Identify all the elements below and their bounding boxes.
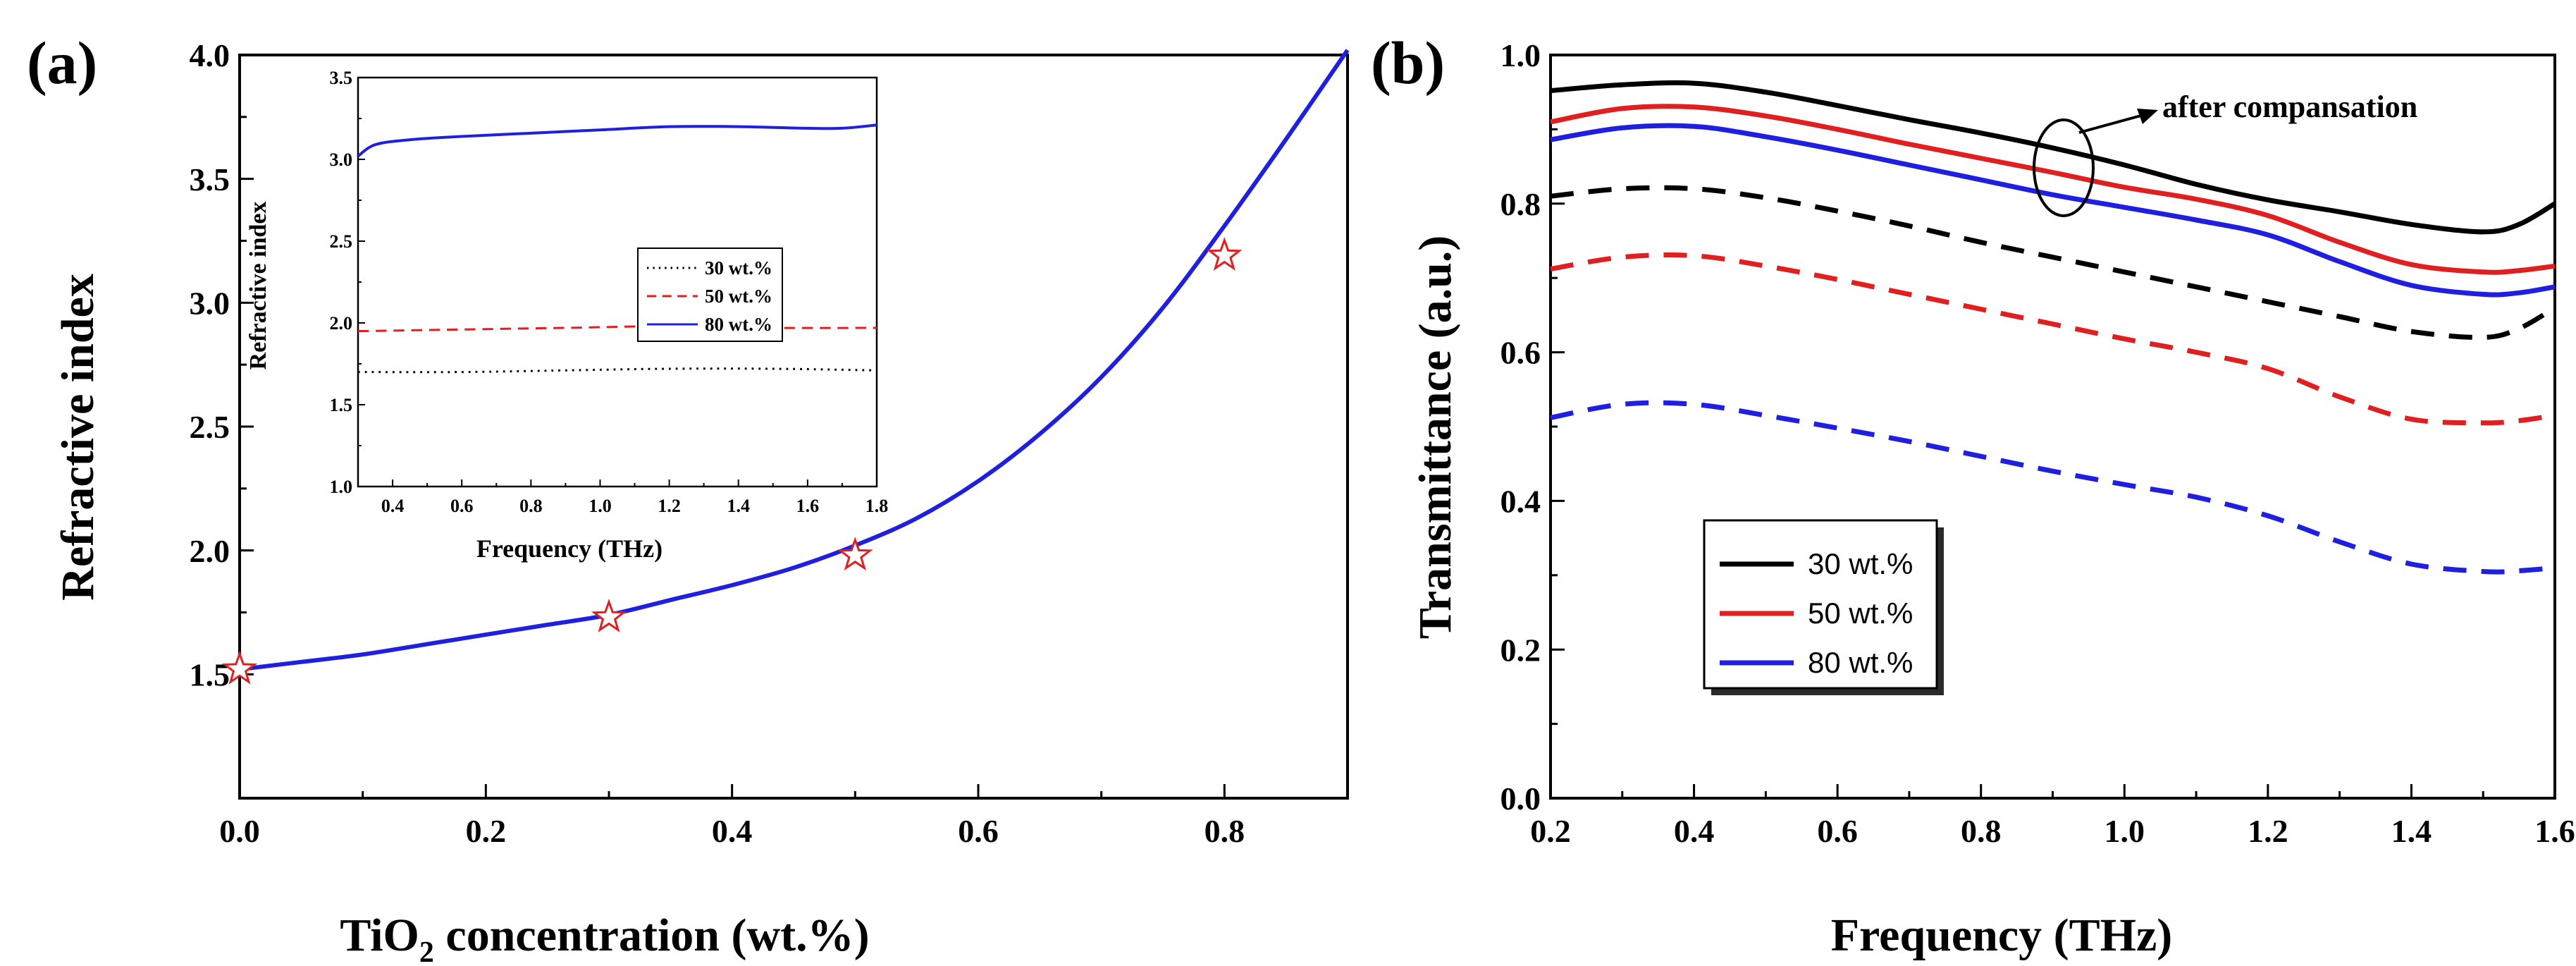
inset-x-tick-label: 0.6 — [450, 496, 474, 516]
panel-b-series-line-after — [1550, 104, 2556, 275]
panel-a-star-marker — [221, 650, 258, 685]
panel-b-y-tick-label: 0.8 — [1500, 186, 1541, 222]
inset-plot: 0.4 0.6 0.8 1.0 1.2 1.4 1.6 1.8 1.0 1.5 2.0 2.5 3.0 3… — [245, 68, 888, 563]
panel-a-x-tick-label: 0.8 — [1204, 813, 1245, 849]
panel-b-series-line-before — [1550, 185, 2556, 341]
panel-a-y-tick-label: 1.5 — [190, 656, 230, 692]
annotation-arrowhead — [2137, 109, 2158, 124]
panel-b-y-tick-label: 0.2 — [1500, 632, 1541, 668]
panel-b: (b) 0.2 0.4 0.6 0.8 1.0 1.2 1.4 1.60.00.20.40.6… — [1371, 29, 2575, 961]
panel-a-star-marker — [1207, 237, 1243, 271]
panel-a-y-tick-label: 4.0 — [190, 37, 230, 73]
annotation: after compansation — [2033, 90, 2417, 217]
panel-a-y-axis-label: Refractive index — [52, 274, 104, 601]
panel-b-x-tick-label: 0.4 — [1674, 813, 1715, 849]
inset-x-tick-label: 1.2 — [658, 496, 681, 516]
annotation-ellipse — [2033, 118, 2095, 217]
panel-b-legend-label: 50 wt.% — [1808, 597, 1913, 630]
inset-legend-label: 50 wt.% — [705, 286, 772, 307]
panel-b-series-line-before — [1550, 400, 2556, 575]
inset-y-tick-label: 3.5 — [330, 68, 353, 88]
annotation-arrow-line — [2078, 113, 2147, 134]
panel-b-label: (b) — [1371, 29, 1445, 97]
panel-b-y-tick-label: 1.0 — [1500, 37, 1541, 73]
panel-b-x-tick-label: 0.2 — [1530, 813, 1571, 849]
inset-x-tick-label: 1.8 — [865, 496, 889, 516]
inset-x-axis-label: Frequency (THz) — [476, 534, 663, 563]
inset-y-tick-label: 1.0 — [330, 477, 353, 497]
inset-y-axis-label: Refractive index — [245, 202, 271, 370]
inset-x-tick-label: 0.4 — [381, 496, 405, 516]
panel-b-legend-label: 80 wt.% — [1808, 646, 1913, 679]
inset-x-tick-label: 0.8 — [519, 496, 543, 516]
legend-box — [1703, 519, 1938, 690]
panel-b-x-tick-label: 1.0 — [2104, 813, 2145, 849]
inset-y-tick-label: 1.5 — [330, 395, 353, 415]
panel-a-star-marker — [837, 537, 873, 571]
panel-b-plot-frame — [1549, 54, 2556, 800]
panel-a-star-marker — [591, 599, 627, 632]
panel-a-y-tick-label: 3.5 — [190, 161, 230, 197]
panel-a-x-tick-label: 0.2 — [466, 813, 507, 849]
panel-b-legend: 30 wt.% 50 wt.% 80 wt.% — [1703, 519, 1944, 695]
inset-legend-label: 30 wt.% — [705, 257, 772, 279]
panel-b-x-axis-label: Frequency (THz) — [1831, 910, 2173, 961]
panel-a-x-axis-label: TiO2 concentration (wt.%) — [340, 910, 869, 966]
panel-b-x-tick-label: 1.4 — [2391, 813, 2432, 849]
panel-a-y-tick-label: 3.0 — [190, 285, 230, 321]
inset-legend-label: 80 wt.% — [705, 314, 772, 335]
panel-a-x-tick-label: 0.6 — [958, 813, 999, 849]
panel-b-series-line-after — [1550, 80, 2556, 235]
panel-b-x-tick-label: 1.2 — [2248, 813, 2288, 849]
panel-a-x-tick-label: 0.4 — [712, 813, 753, 849]
panel-a-label: (a) — [27, 29, 97, 97]
panel-a: (a) 0.0 0.2 0.4 0.6 0.8 1.5 2.0 2.5 3.0 3.5 4.0 Re… — [27, 29, 1350, 966]
inset-series-line — [357, 325, 877, 333]
panel-b-x-tick-label: 0.6 — [1817, 813, 1858, 849]
inset-y-tick-label: 3.0 — [330, 149, 353, 170]
panel-b-x-tick-label: 1.6 — [2534, 813, 2575, 849]
panel-a-fit-line — [239, 49, 1350, 672]
panel-a-y-tick-label: 2.0 — [190, 533, 230, 569]
inset-series-line — [357, 123, 877, 158]
panel-b-x-tick-label: 0.8 — [1961, 813, 2002, 849]
inset-series-line — [357, 367, 877, 374]
panel-b-y-tick-label: 0.6 — [1500, 335, 1541, 371]
panel-a-x-tick-label: 0.0 — [219, 813, 260, 849]
panel-b-legend-label: 30 wt.% — [1808, 547, 1913, 580]
inset-x-tick-label: 1.4 — [727, 496, 750, 516]
panel-b-y-axis-label: Transmittance (a.u.) — [1410, 236, 1461, 640]
panel-b-series-line-after — [1550, 123, 2556, 298]
inset-x-tick-label: 1.6 — [796, 496, 820, 516]
panel-b-y-tick-label: 0.4 — [1500, 484, 1541, 520]
panel-a-y-tick-label: 2.5 — [190, 409, 230, 445]
inset-background — [358, 78, 877, 487]
inset-x-tick-label: 1.0 — [588, 496, 612, 516]
inset-legend: 30 wt.% 50 wt.% 80 wt.% — [637, 247, 783, 342]
panel-b-y-tick-label: 0.0 — [1500, 781, 1541, 817]
annotation-text: after compansation — [2162, 90, 2417, 124]
panel-b-series-line-before — [1550, 252, 2556, 426]
inset-y-tick-label: 2.5 — [330, 231, 353, 252]
inset-y-tick-label: 2.0 — [330, 313, 353, 334]
